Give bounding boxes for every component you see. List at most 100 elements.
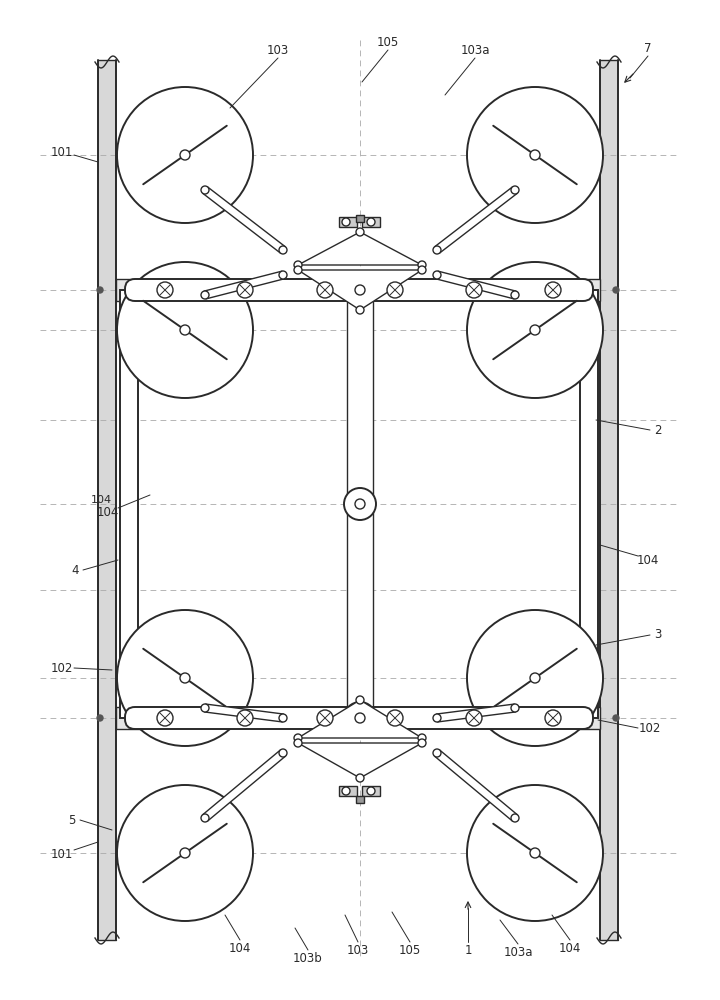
- Circle shape: [342, 787, 350, 795]
- Ellipse shape: [467, 785, 603, 921]
- Text: 103a: 103a: [503, 946, 533, 958]
- FancyBboxPatch shape: [125, 279, 593, 301]
- Circle shape: [344, 274, 376, 306]
- Circle shape: [356, 696, 364, 704]
- Text: 103: 103: [347, 944, 369, 956]
- Text: 5: 5: [68, 814, 76, 826]
- Text: 102: 102: [51, 662, 73, 674]
- Circle shape: [237, 282, 253, 298]
- Text: 104: 104: [229, 942, 251, 954]
- Circle shape: [294, 739, 302, 747]
- Text: 103a: 103a: [460, 43, 490, 56]
- Circle shape: [344, 702, 376, 734]
- Circle shape: [279, 714, 287, 722]
- Circle shape: [344, 488, 376, 520]
- Bar: [339, 217, 357, 227]
- Circle shape: [317, 710, 333, 726]
- Circle shape: [356, 228, 364, 236]
- Circle shape: [387, 282, 403, 298]
- Bar: [120, 290, 138, 718]
- Circle shape: [279, 749, 287, 757]
- Circle shape: [180, 325, 190, 335]
- Polygon shape: [204, 271, 284, 299]
- Circle shape: [356, 774, 364, 782]
- Bar: [362, 217, 380, 227]
- Ellipse shape: [117, 785, 253, 921]
- Circle shape: [355, 713, 365, 723]
- Circle shape: [237, 710, 253, 726]
- Circle shape: [466, 710, 482, 726]
- Circle shape: [418, 261, 426, 269]
- Circle shape: [367, 787, 375, 795]
- Circle shape: [433, 714, 441, 722]
- Bar: [116, 707, 146, 729]
- Circle shape: [418, 734, 426, 742]
- Circle shape: [433, 246, 441, 254]
- Text: 4: 4: [71, 564, 78, 576]
- Circle shape: [511, 704, 519, 712]
- Bar: [362, 786, 380, 796]
- Ellipse shape: [117, 262, 253, 398]
- Circle shape: [356, 306, 364, 314]
- Circle shape: [317, 282, 333, 298]
- Circle shape: [613, 715, 619, 721]
- Polygon shape: [298, 743, 422, 778]
- Bar: [580, 290, 598, 718]
- Polygon shape: [202, 750, 286, 821]
- Circle shape: [387, 710, 403, 726]
- Text: 102: 102: [639, 722, 661, 734]
- Text: 104: 104: [559, 942, 581, 954]
- Text: 2: 2: [654, 424, 662, 436]
- Circle shape: [294, 261, 302, 269]
- Circle shape: [355, 285, 365, 295]
- Circle shape: [433, 749, 441, 757]
- Circle shape: [180, 673, 190, 683]
- Text: 105: 105: [377, 35, 399, 48]
- Bar: [98, 60, 116, 940]
- Polygon shape: [436, 271, 516, 299]
- Circle shape: [530, 673, 540, 683]
- Circle shape: [530, 150, 540, 160]
- Ellipse shape: [117, 610, 253, 746]
- Ellipse shape: [467, 87, 603, 223]
- Circle shape: [201, 291, 209, 299]
- Circle shape: [511, 291, 519, 299]
- Polygon shape: [298, 270, 422, 310]
- Circle shape: [279, 271, 287, 279]
- Bar: [600, 60, 618, 940]
- Polygon shape: [435, 187, 518, 253]
- Text: 104: 104: [96, 506, 120, 518]
- Text: 104: 104: [91, 495, 112, 505]
- Text: 104: 104: [636, 554, 660, 566]
- Circle shape: [294, 734, 302, 742]
- Circle shape: [97, 715, 103, 721]
- Polygon shape: [204, 704, 284, 722]
- Text: 101: 101: [51, 145, 73, 158]
- Circle shape: [201, 186, 209, 194]
- Circle shape: [355, 499, 365, 509]
- Bar: [339, 786, 357, 796]
- Bar: [570, 279, 600, 301]
- Circle shape: [279, 246, 287, 254]
- Polygon shape: [434, 750, 518, 821]
- Polygon shape: [436, 704, 516, 722]
- Text: 103: 103: [267, 43, 289, 56]
- Circle shape: [97, 287, 103, 293]
- Ellipse shape: [467, 610, 603, 746]
- Circle shape: [530, 848, 540, 858]
- Circle shape: [530, 325, 540, 335]
- Circle shape: [201, 704, 209, 712]
- Circle shape: [545, 282, 561, 298]
- Bar: [356, 796, 364, 803]
- Circle shape: [367, 218, 375, 226]
- Circle shape: [433, 271, 441, 279]
- Text: 7: 7: [644, 41, 652, 54]
- Ellipse shape: [467, 262, 603, 398]
- Bar: [356, 215, 364, 222]
- Circle shape: [418, 266, 426, 274]
- Polygon shape: [202, 187, 285, 253]
- Circle shape: [613, 287, 619, 293]
- Circle shape: [418, 739, 426, 747]
- Circle shape: [201, 814, 209, 822]
- Circle shape: [466, 282, 482, 298]
